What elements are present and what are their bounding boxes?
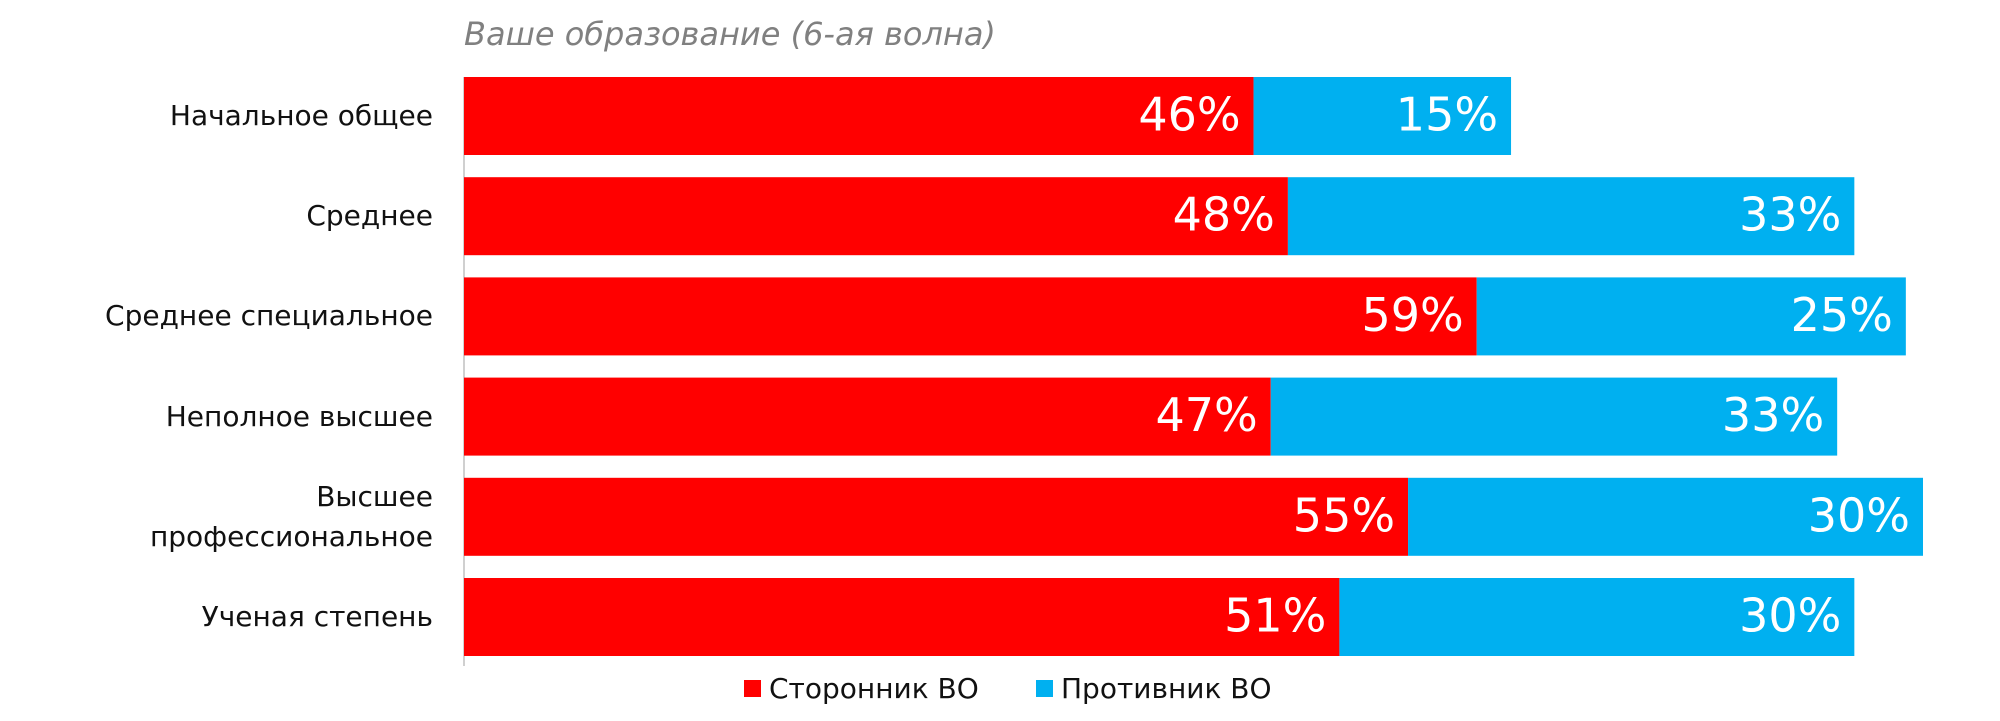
bar-segment (1287, 177, 1855, 256)
value-label: 59% (1361, 288, 1463, 342)
bar-segment (464, 277, 1477, 356)
category-label: Неполное высшее (165, 399, 433, 433)
category-label: Среднее специальное (105, 299, 433, 333)
category-label: Ученая степень (201, 600, 433, 633)
value-label: 48% (1173, 188, 1275, 242)
legend-label: Противник ВО (1061, 672, 1272, 705)
chart-title: Ваше образование (6-ая волна) (464, 15, 996, 53)
bar-segment (1476, 277, 1906, 356)
bar-segment (464, 477, 1409, 556)
category-label: Высшее профессиональное (149, 479, 433, 553)
value-label: 46% (1138, 88, 1240, 142)
value-label: 15% (1396, 88, 1498, 142)
bar-segment (1270, 377, 1838, 456)
value-label: 47% (1155, 388, 1257, 442)
value-label: 30% (1808, 488, 1910, 542)
bar-segment (464, 578, 1340, 656)
bar-segment (1253, 77, 1512, 155)
bar-segment (464, 177, 1288, 256)
legend-swatch (744, 680, 761, 697)
bar-segment (1408, 477, 1923, 556)
bar-segment (464, 77, 1254, 155)
category-label: Начальное общее (169, 99, 433, 132)
value-label: 30% (1739, 589, 1841, 643)
bar-segment (464, 377, 1271, 456)
bar-segment (1339, 578, 1855, 656)
value-label: 33% (1739, 188, 1841, 242)
legend-label: Сторонник ВО (769, 672, 979, 705)
legend-swatch (1036, 680, 1053, 697)
value-label: 55% (1293, 488, 1395, 542)
value-label: 51% (1224, 589, 1326, 643)
value-label: 25% (1791, 288, 1893, 342)
category-label: Среднее (306, 199, 433, 233)
value-label: 33% (1722, 388, 1824, 442)
